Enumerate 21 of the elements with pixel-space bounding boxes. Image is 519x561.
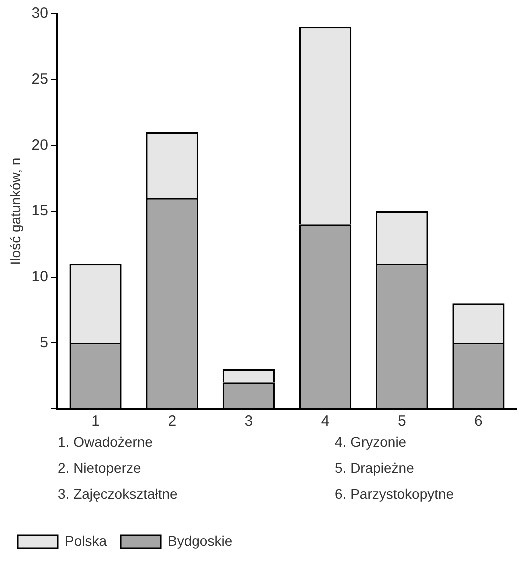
text: 3. Zajęczokształtne [58,486,178,502]
x-tick-label: 3 [244,413,254,430]
text: 4. Gryzonie [335,434,407,450]
text: 5. Drapieżne [335,460,415,476]
legend-label: Bydgoskie [168,532,233,549]
text: 1. Owadożerne [58,434,154,450]
x-tick-label: 5 [398,413,406,430]
text: 2. Nietoperze [58,460,142,476]
x-tick-label: 4 [321,413,330,430]
x-tick-label: 2 [168,413,177,430]
y-tick-label: 10 [32,268,48,286]
y-tick-label: 15 [32,202,48,220]
y-tick-label: 30 [32,5,48,22]
y-tick-label: 20 [32,136,48,154]
legend-label: Polska [65,532,108,549]
y-axis-title: Ilość gatunków, n [7,158,24,266]
text: 6. Parzystokopytne [335,486,454,502]
x-tick-label: 1 [92,413,100,430]
x-tick-label: 6 [474,413,483,430]
y-tick-label: 25 [32,70,48,88]
y-tick-label: 5 [40,334,48,352]
